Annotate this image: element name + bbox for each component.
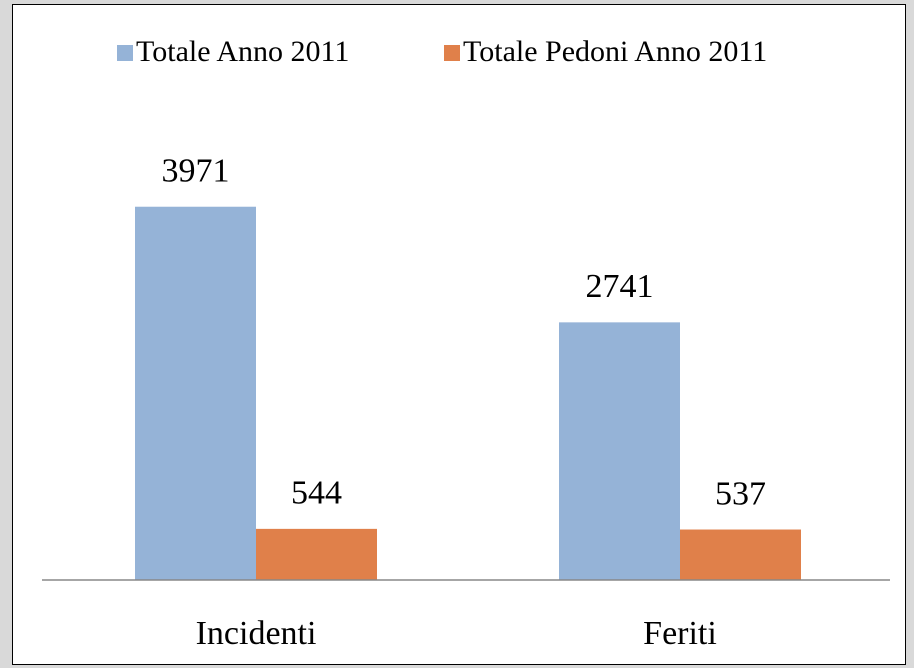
data-label: 2741 bbox=[586, 268, 654, 305]
legend-swatch bbox=[444, 45, 460, 61]
data-label: 537 bbox=[715, 475, 766, 512]
bar bbox=[256, 528, 377, 580]
legend-swatch bbox=[117, 45, 133, 61]
bar bbox=[559, 322, 680, 580]
legend-label: Totale Anno 2011 bbox=[136, 35, 349, 68]
bar bbox=[135, 206, 256, 580]
data-label: 3971 bbox=[162, 153, 230, 190]
data-label: 544 bbox=[291, 475, 342, 512]
x-tick-label: Feriti bbox=[643, 615, 717, 652]
bar bbox=[680, 529, 801, 580]
x-tick-label: Incidenti bbox=[196, 615, 317, 652]
legend-label: Totale Pedoni Anno 2011 bbox=[463, 35, 767, 68]
